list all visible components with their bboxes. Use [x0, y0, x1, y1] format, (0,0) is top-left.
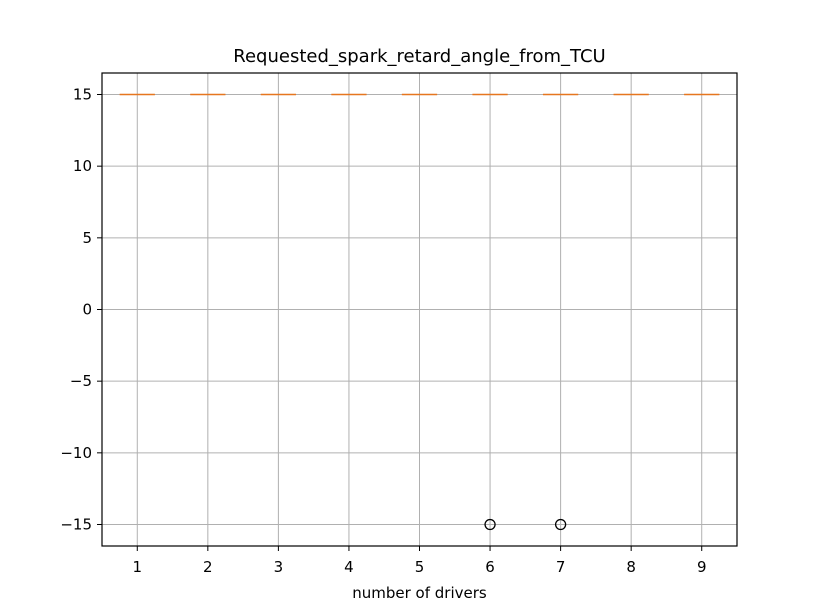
- y-tick-label: −5: [70, 372, 92, 390]
- y-tick-label: 10: [73, 157, 92, 175]
- x-tick-label: 4: [344, 558, 354, 576]
- outlier-points: [484, 518, 567, 531]
- x-tick-label: 2: [203, 558, 213, 576]
- x-tick-label: 3: [274, 558, 284, 576]
- grid-lines: [102, 73, 737, 546]
- x-axis-label: number of drivers: [352, 584, 487, 602]
- x-tick-label: 9: [697, 558, 707, 576]
- chart-title: Requested_spark_retard_angle_from_TCU: [233, 46, 605, 67]
- x-tick-label: 5: [415, 558, 425, 576]
- y-tick-label: −10: [60, 444, 92, 462]
- y-axis-ticks: −15 −10 −5 0 5 10 15: [60, 86, 102, 534]
- y-tick-label: 0: [82, 301, 92, 319]
- y-tick-label: 5: [82, 229, 92, 247]
- x-tick-label: 8: [626, 558, 636, 576]
- x-tick-label: 6: [485, 558, 495, 576]
- outlier-point: [554, 518, 567, 531]
- outlier-point: [484, 518, 496, 531]
- y-tick-label: −15: [60, 516, 92, 534]
- y-tick-label: 15: [73, 86, 92, 104]
- x-tick-label: 7: [556, 558, 566, 576]
- x-axis-ticks: 1 2 3 4 5 6 7 8 9: [133, 546, 707, 576]
- x-tick-label: 1: [133, 558, 143, 576]
